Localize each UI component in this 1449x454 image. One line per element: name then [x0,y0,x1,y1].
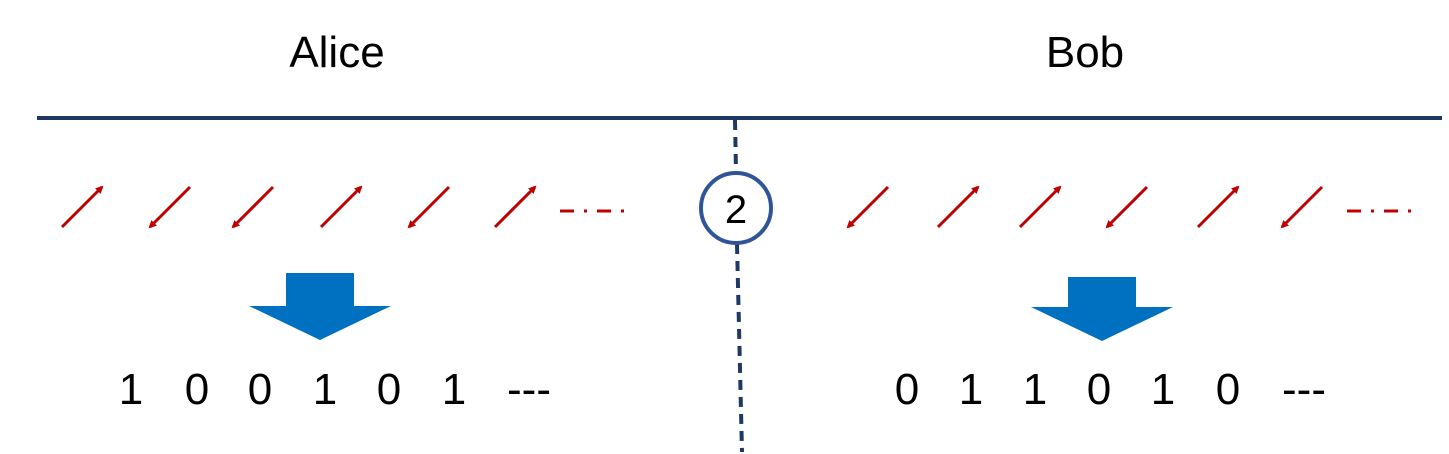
bob-bits-ellipsis: --- [1282,365,1326,414]
bob-photon-up-right-icon [1196,185,1240,229]
alice-bit: 1 [313,365,337,414]
alice-photon-stream [60,185,537,229]
bob-photon-down-left-icon [846,185,890,229]
bob-bit: 0 [1216,365,1240,414]
step-number: 2 [725,188,747,232]
alice-bit: 0 [185,365,209,414]
bob-photon-up-right-icon [936,185,980,229]
bob-photon-down-left-icon [1280,185,1324,229]
bob-bit: 0 [895,365,919,414]
bob-bit: 0 [1087,365,1111,414]
step-circle [699,171,773,245]
bob-bit: 1 [1151,365,1175,414]
alice-bit: 1 [442,365,466,414]
bob-photon-stream [846,185,1324,229]
bob-label: Bob [1046,28,1124,77]
bob-bit: 1 [959,365,983,414]
alice-photon-down-left-icon [407,185,451,229]
bob-photon-up-right-icon [1018,185,1062,229]
alice-bit: 0 [377,365,401,414]
vertical-divider-upper [733,119,738,173]
alice-bit: 1 [119,365,143,414]
alice-photon-down-left-icon [148,185,192,229]
bob-bit: 1 [1023,365,1047,414]
alice-photon-down-left-icon [231,185,275,229]
vertical-divider-lower [735,243,744,453]
alice-bit: 0 [248,365,272,414]
alice-photon-up-right-icon [493,185,537,229]
alice-photon-up-right-icon [319,185,363,229]
alice-bits-ellipsis: --- [507,365,551,414]
alice-photon-up-right-icon [60,185,104,229]
bob-photon-down-left-icon [1105,185,1149,229]
alice-label: Alice [289,28,384,77]
alice-measure-arrow [249,273,391,340]
bob-measure-arrow [1031,277,1173,341]
